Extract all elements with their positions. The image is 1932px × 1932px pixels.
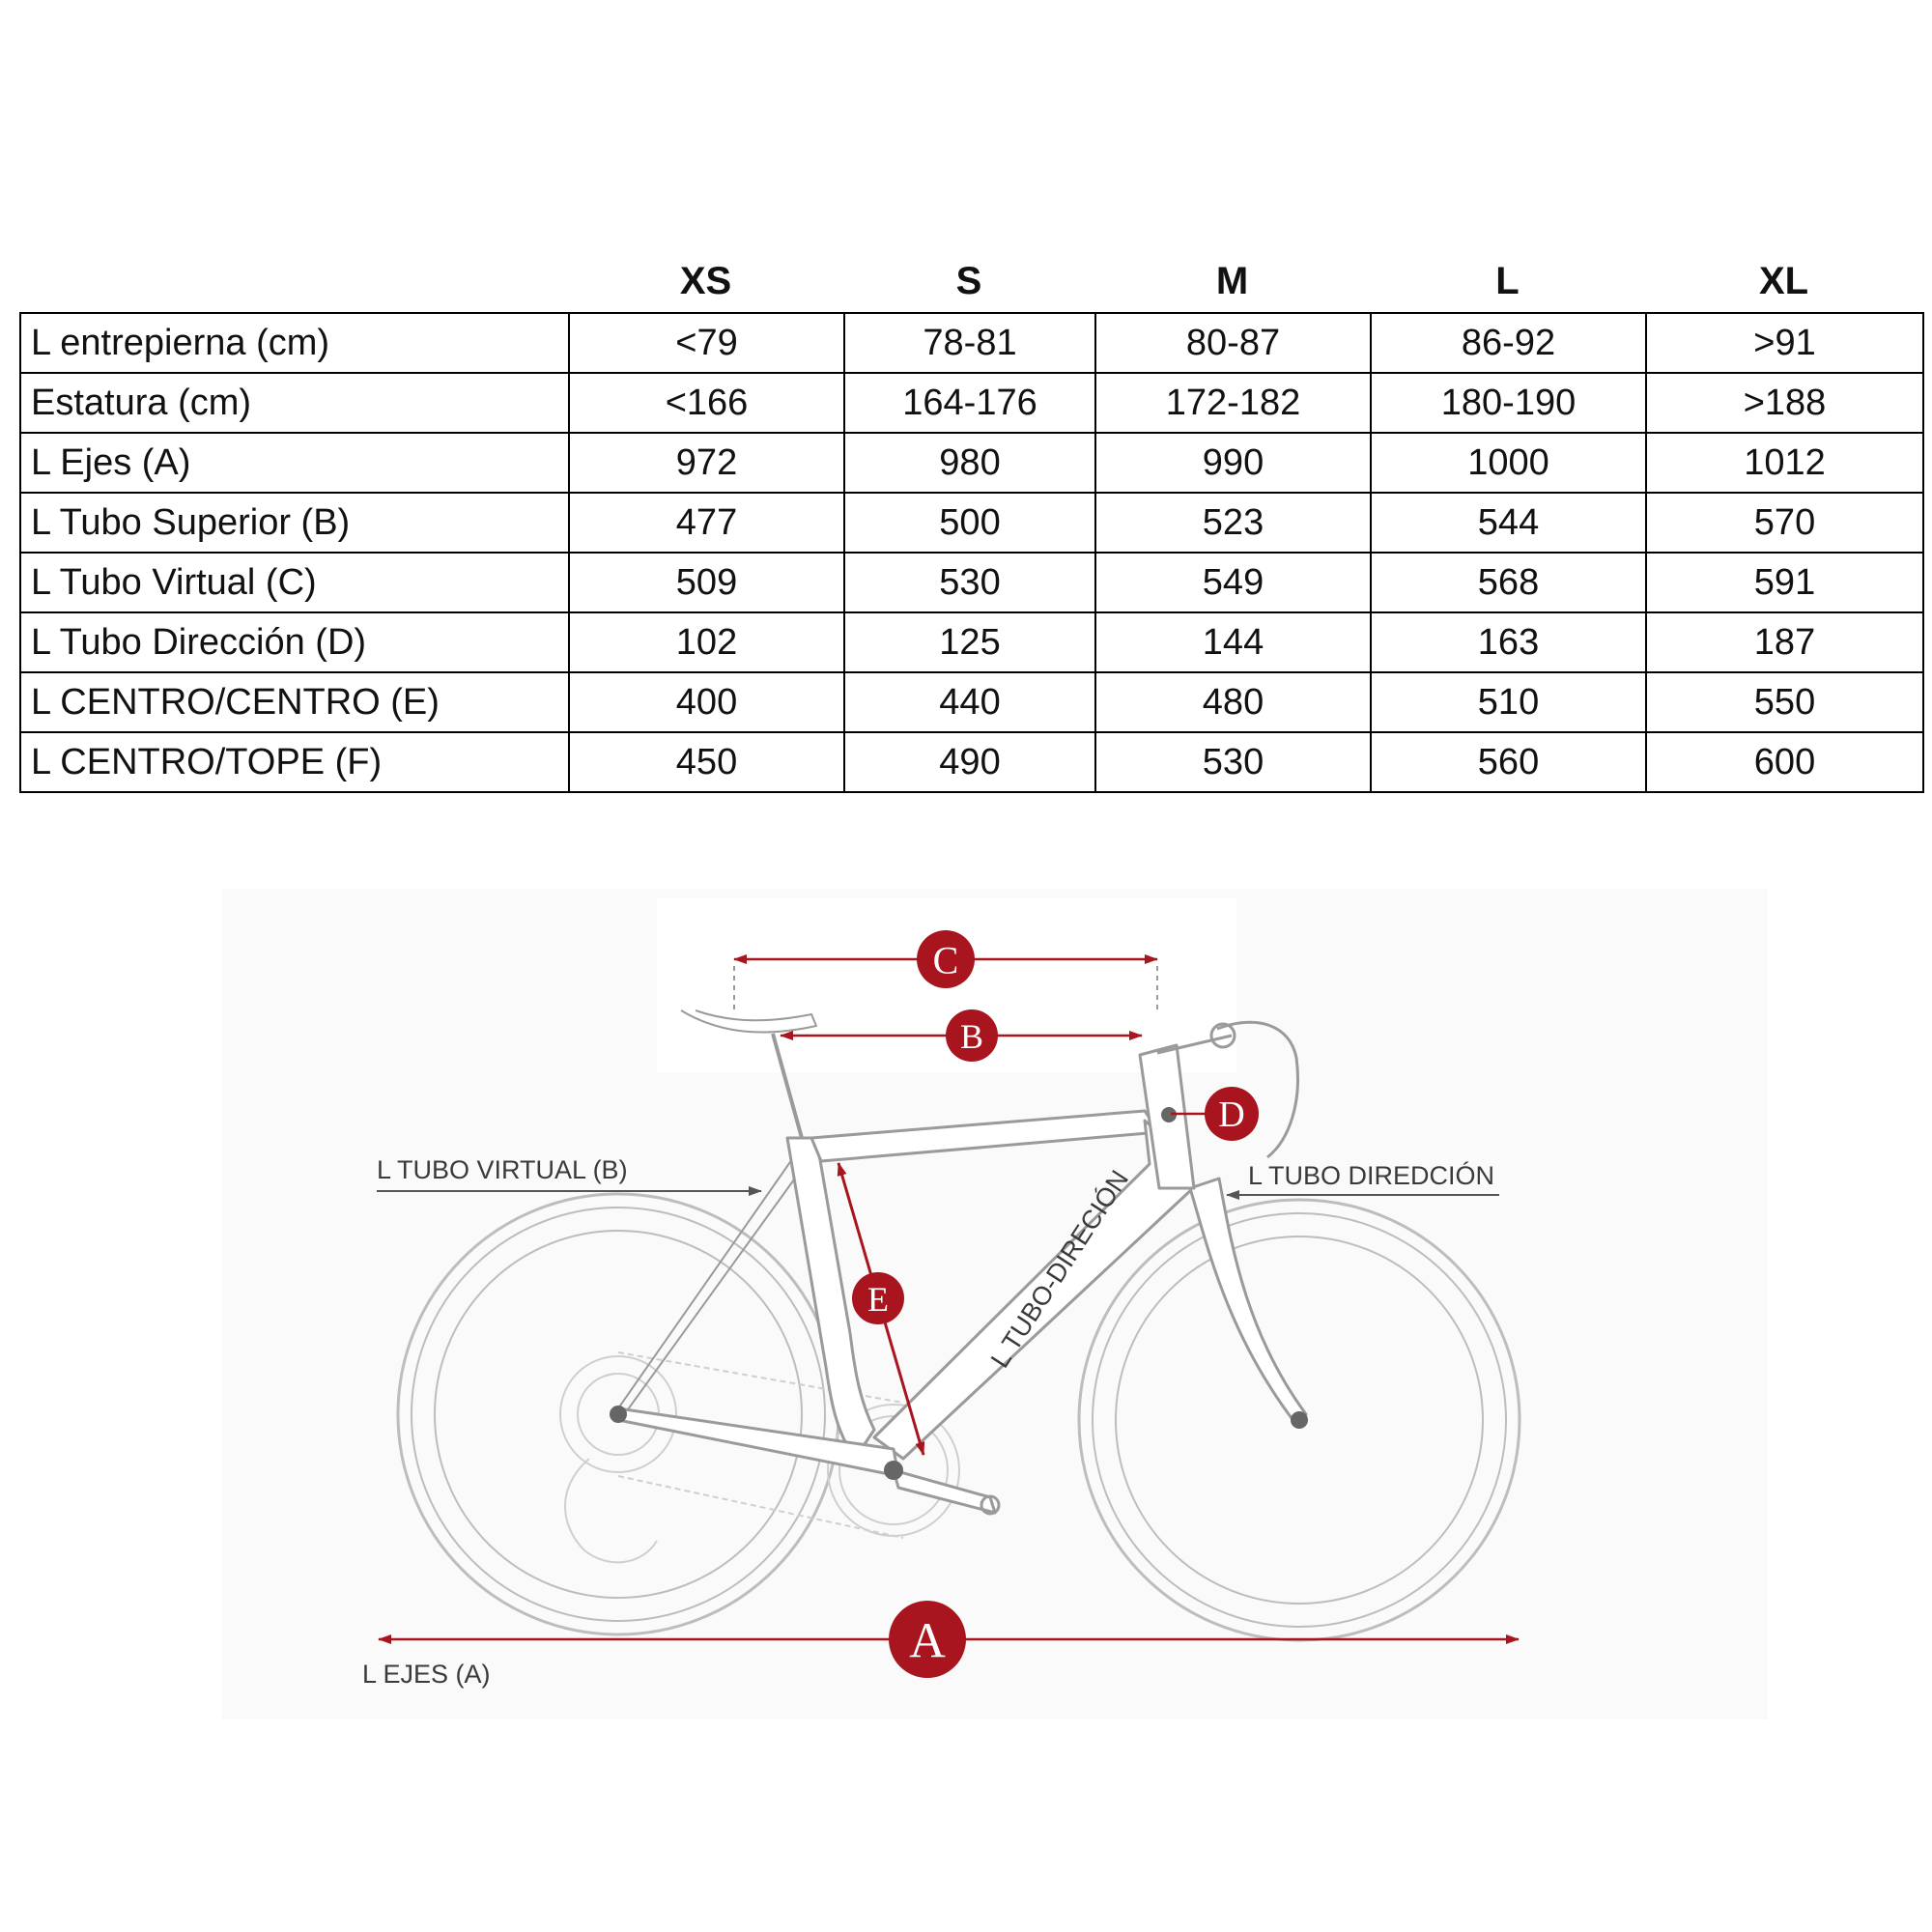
bike-diagram-svg: C B D E A L TUBO VIRTUAL (B) L TUBO DIRE…	[222, 889, 1768, 1719]
size-header-row: XS S M L XL	[19, 251, 1922, 311]
table-cell: 125	[843, 611, 1096, 673]
badge-b: B	[946, 1009, 998, 1062]
label-axles: L EJES (A)	[362, 1660, 491, 1689]
table-cell: 1012	[1645, 432, 1924, 494]
table-cell: 972	[568, 432, 845, 494]
table-cell: 568	[1370, 552, 1647, 613]
table-cell: 990	[1094, 432, 1372, 494]
table-cell: 180-190	[1370, 372, 1647, 434]
table-cell: 400	[568, 671, 845, 733]
table-cell: 450	[568, 731, 845, 793]
badge-d-letter: D	[1218, 1094, 1244, 1135]
badge-b-letter: B	[960, 1017, 983, 1056]
table-cell: <79	[568, 312, 845, 374]
table-cell: 78-81	[843, 312, 1096, 374]
table-cell: 172-182	[1094, 372, 1372, 434]
label-head-tube: L TUBO DIREDCIÓN	[1248, 1160, 1494, 1190]
size-header-l: L	[1495, 260, 1520, 302]
table-cell: 560	[1370, 731, 1647, 793]
table-cell: 187	[1645, 611, 1924, 673]
table-cell: 600	[1645, 731, 1924, 793]
table-cell: 570	[1645, 492, 1924, 554]
bike-geometry-diagram: C B D E A L TUBO VIRTUAL (B) L TUBO DIRE…	[0, 831, 1932, 1739]
table-row: L Tubo Superior (B) 477 500 523 544 570	[19, 492, 1924, 554]
row-label: L Ejes (A)	[19, 432, 570, 494]
table-row: L Tubo Virtual (C) 509 530 549 568 591	[19, 552, 1924, 613]
size-header-s: S	[955, 260, 982, 302]
row-label: Estatura (cm)	[19, 372, 570, 434]
table-cell: 102	[568, 611, 845, 673]
table-cell: 163	[1370, 611, 1647, 673]
row-label: L Tubo Dirección (D)	[19, 611, 570, 673]
table-cell: 144	[1094, 611, 1372, 673]
hub-dots	[610, 1107, 1308, 1480]
row-label: L entrepierna (cm)	[19, 312, 570, 374]
size-header-xs: XS	[679, 260, 732, 302]
row-label: L CENTRO/CENTRO (E)	[19, 671, 570, 733]
table-cell: 480	[1094, 671, 1372, 733]
table-cell: 1000	[1370, 432, 1647, 494]
table-cell: 591	[1645, 552, 1924, 613]
table-cell: 530	[1094, 731, 1372, 793]
table-row: L CENTRO/TOPE (F) 450 490 530 560 600	[19, 731, 1924, 793]
table-cell: 544	[1370, 492, 1647, 554]
table-row: Estatura (cm) <166 164-176 172-182 180-1…	[19, 372, 1924, 434]
label-virtual-tube: L TUBO VIRTUAL (B)	[377, 1155, 628, 1184]
size-header-m: M	[1215, 260, 1249, 302]
geometry-table: L entrepierna (cm) <79 78-81 80-87 86-92…	[19, 312, 1924, 793]
table-cell: 523	[1094, 492, 1372, 554]
table-cell: <166	[568, 372, 845, 434]
badge-c-letter: C	[933, 939, 959, 982]
table-cell: >91	[1645, 312, 1924, 374]
badge-d: D	[1205, 1087, 1259, 1141]
badge-a-letter: A	[909, 1614, 946, 1669]
row-label: L Tubo Superior (B)	[19, 492, 570, 554]
table-cell: 530	[843, 552, 1096, 613]
row-label: L CENTRO/TOPE (F)	[19, 731, 570, 793]
table-cell: 549	[1094, 552, 1372, 613]
table-row: L Ejes (A) 972 980 990 1000 1012	[19, 432, 1924, 494]
table-cell: 440	[843, 671, 1096, 733]
table-cell: 550	[1645, 671, 1924, 733]
table-cell: 86-92	[1370, 312, 1647, 374]
table-row: L CENTRO/CENTRO (E) 400 440 480 510 550	[19, 671, 1924, 733]
table-row: L entrepierna (cm) <79 78-81 80-87 86-92…	[19, 312, 1924, 374]
table-cell: 510	[1370, 671, 1647, 733]
table-cell: 980	[843, 432, 1096, 494]
size-header-xl: XL	[1758, 260, 1809, 302]
table-cell: 490	[843, 731, 1096, 793]
table-cell: 80-87	[1094, 312, 1372, 374]
table-cell: 500	[843, 492, 1096, 554]
row-label: L Tubo Virtual (C)	[19, 552, 570, 613]
table-cell: 509	[568, 552, 845, 613]
badge-a: A	[889, 1601, 966, 1678]
table-cell: 477	[568, 492, 845, 554]
table-cell: 164-176	[843, 372, 1096, 434]
badge-e-letter: E	[867, 1280, 889, 1319]
badge-e: E	[852, 1272, 904, 1324]
table-row: L Tubo Dirección (D) 102 125 144 163 187	[19, 611, 1924, 673]
table-cell: >188	[1645, 372, 1924, 434]
badge-c: C	[917, 930, 975, 988]
